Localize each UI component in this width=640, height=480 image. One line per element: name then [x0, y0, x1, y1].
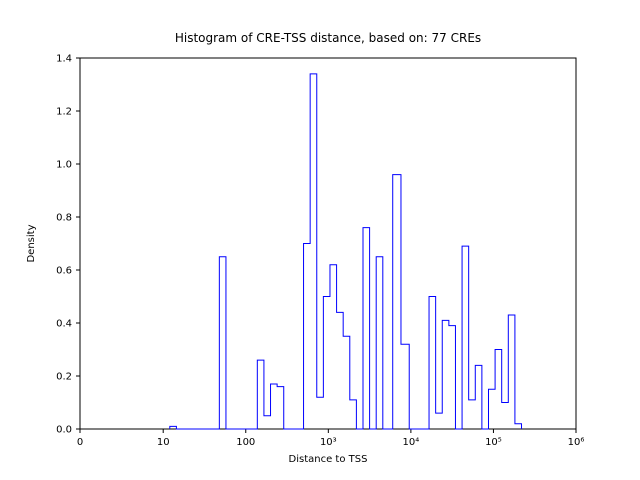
x-tick-label: 0 [77, 437, 83, 448]
y-tick-label: 0.4 [56, 319, 72, 330]
x-tick-label: 10³ [320, 437, 337, 448]
y-tick-label: 1.0 [56, 160, 72, 171]
x-tick-label: 10⁴ [403, 437, 420, 448]
x-tick-label: 10⁵ [485, 437, 502, 448]
y-axis-label: Density [26, 224, 37, 262]
histogram-series [169, 73, 523, 430]
y-tick-label: 0.8 [56, 213, 72, 224]
x-tick-label: 10 [157, 437, 170, 448]
x-axis-label: Distance to TSS [289, 454, 368, 465]
chart-title: Histogram of CRE-TSS distance, based on:… [175, 31, 481, 45]
y-tick-label: 1.4 [56, 54, 72, 65]
x-tick-label: 10⁶ [568, 437, 585, 448]
histogram-step-line [169, 73, 523, 430]
y-tick-label: 0.2 [56, 372, 72, 383]
axis-ticks: 0 10 100 10³ 10⁴ 10⁵ 10⁶ 0.0 0.2 0.4 0.6 0.8 1.0 1.2 1… [56, 54, 584, 449]
y-tick-label: 1.2 [56, 107, 72, 118]
y-tick-label: 0.6 [56, 266, 72, 277]
y-tick-label: 0.0 [56, 425, 72, 436]
x-tick-label: 100 [236, 437, 255, 448]
